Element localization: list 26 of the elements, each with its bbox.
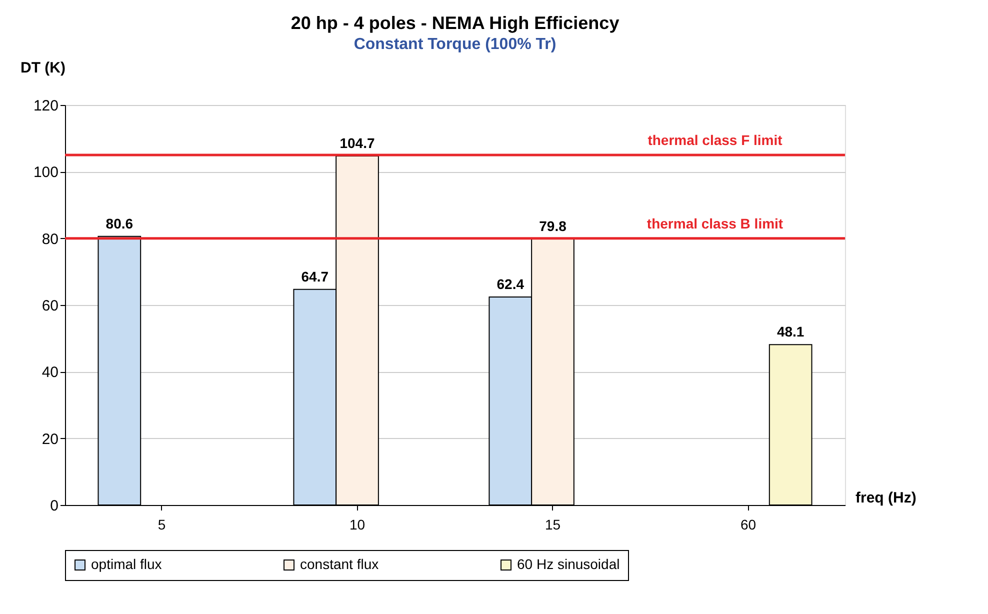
x-tick-label: 15 [544,516,561,532]
legend-label: constant flux [300,556,379,572]
data-label: 104.7 [340,135,375,151]
data-label: 62.4 [496,276,524,292]
data-label: 64.7 [301,268,329,284]
ref-line-label: thermal class F limit [648,132,783,148]
legend-label: optimal flux [91,556,162,572]
y-tick-label: 20 [42,430,58,448]
y-tick-label: 120 [33,98,58,114]
x-axis-title: freq (Hz) [856,490,916,506]
chart-subtitle: Constant Torque (100% Tr) [354,36,556,53]
y-tick-label: 0 [50,498,58,514]
legend-label: 60 Hz sinusoidal [517,556,620,572]
y-axis-title: DT (K) [20,60,66,76]
y-tick-label: 40 [42,364,58,382]
y-tick-label: 60 [42,298,58,314]
y-tick-label: 100 [33,164,58,182]
data-label: 80.6 [106,215,134,232]
x-tick-label: 60 [740,516,756,532]
ref-line-label: thermal class B limit [646,215,784,232]
x-tick-label: 10 [349,516,366,532]
data-label: 79.8 [539,218,567,234]
y-tick-label: 80 [42,230,58,248]
data-label: 48.1 [776,324,804,340]
chart-title: 20 hp - 4 poles - NEMA High Efficiency [290,13,620,33]
x-tick-label: 5 [158,516,166,532]
